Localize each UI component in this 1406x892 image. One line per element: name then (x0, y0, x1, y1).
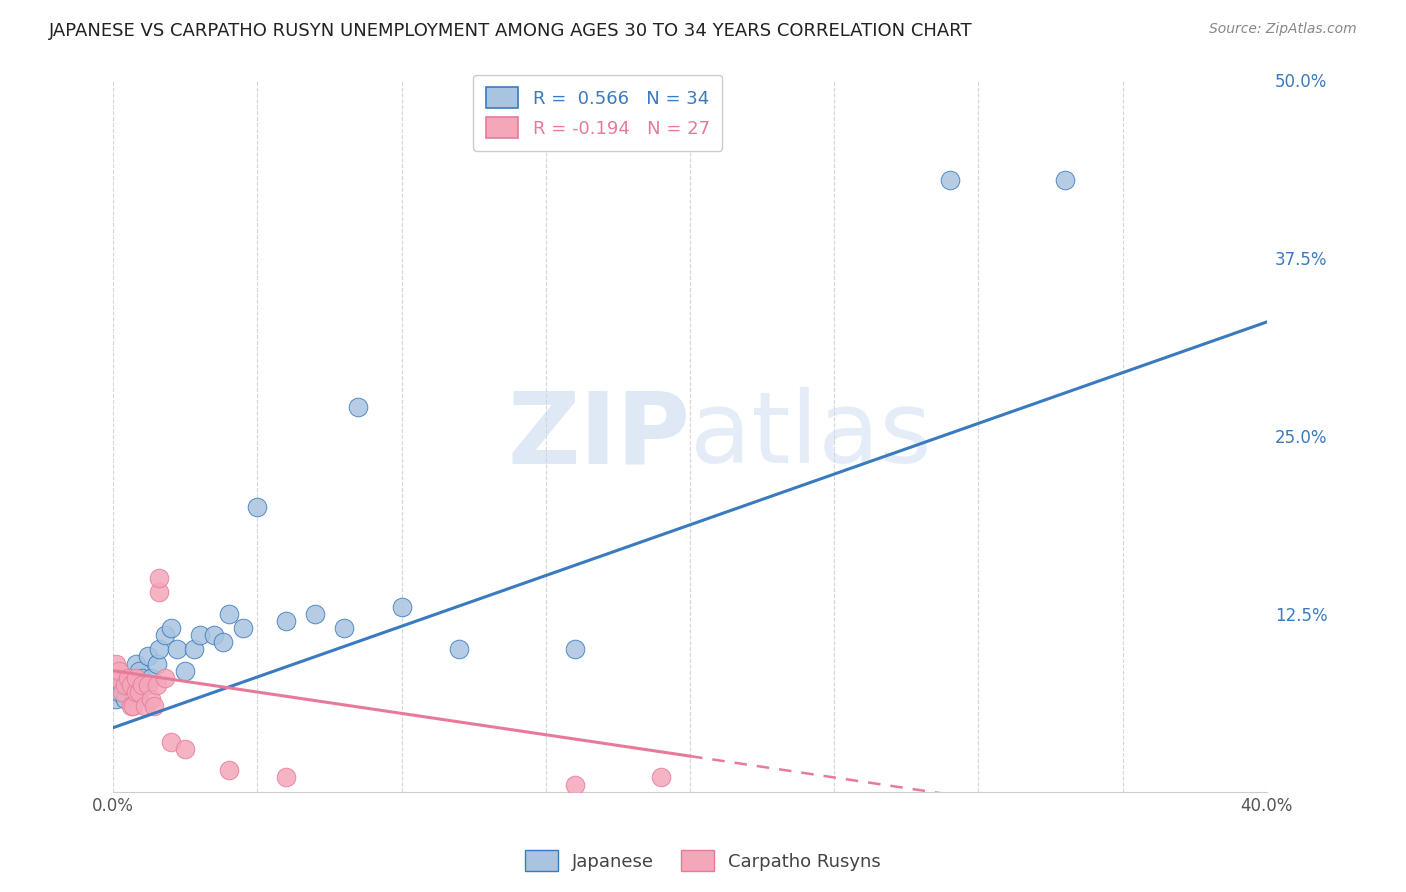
Point (174, 664, 197, 678)
Point (134, 699, 156, 714)
Point (128, 664, 150, 678)
Point (148, 571, 170, 585)
Point (276, 771, 298, 785)
Point (117, 671, 139, 685)
Point (160, 735, 183, 749)
Point (232, 621, 254, 635)
Point (114, 692, 136, 706)
Legend: R =  0.566   N = 34, R = -0.194   N = 27: R = 0.566 N = 34, R = -0.194 N = 27 (472, 75, 723, 151)
Point (153, 628, 176, 642)
Point (333, 621, 356, 635)
Point (564, 642, 586, 657)
Point (108, 664, 131, 678)
Point (276, 614, 298, 628)
Point (105, 692, 128, 706)
Point (136, 649, 159, 664)
Point (148, 642, 170, 657)
Point (122, 699, 145, 714)
Point (122, 685, 145, 699)
Point (166, 642, 188, 657)
Point (202, 628, 225, 642)
Point (246, 500, 269, 514)
Point (188, 628, 211, 642)
Point (218, 764, 240, 778)
Point (139, 692, 162, 706)
Point (1053, 172, 1076, 186)
Point (131, 678, 153, 692)
Text: JAPANESE VS CARPATHO RUSYN UNEMPLOYMENT AMONG AGES 30 TO 34 YEARS CORRELATION CH: JAPANESE VS CARPATHO RUSYN UNEMPLOYMENT … (49, 22, 973, 40)
Point (391, 599, 413, 614)
Point (111, 678, 134, 692)
Legend: Japanese, Carpatho Rusyns: Japanese, Carpatho Rusyns (517, 843, 889, 879)
Point (938, 172, 960, 186)
Point (105, 657, 128, 671)
Point (120, 671, 142, 685)
Point (145, 678, 167, 692)
Point (120, 699, 142, 714)
Point (120, 678, 142, 692)
Point (145, 657, 167, 671)
Point (148, 585, 170, 599)
Point (449, 642, 471, 657)
Point (125, 671, 148, 685)
Point (153, 671, 176, 685)
Point (304, 607, 326, 621)
Point (183, 642, 205, 657)
Point (125, 657, 148, 671)
Point (564, 778, 586, 792)
Point (111, 685, 134, 699)
Point (160, 621, 183, 635)
Point (125, 685, 148, 699)
Point (174, 742, 197, 756)
Point (650, 771, 672, 785)
Text: atlas: atlas (690, 387, 932, 484)
Point (117, 678, 139, 692)
Point (131, 671, 153, 685)
Point (105, 671, 128, 685)
Point (218, 607, 240, 621)
Text: Source: ZipAtlas.com: Source: ZipAtlas.com (1209, 22, 1357, 37)
Point (139, 671, 162, 685)
Point (211, 635, 233, 649)
Point (114, 678, 136, 692)
Point (108, 685, 131, 699)
Point (142, 699, 165, 714)
Point (347, 401, 370, 415)
Point (136, 678, 159, 692)
Point (128, 685, 150, 699)
Text: ZIP: ZIP (508, 387, 690, 484)
